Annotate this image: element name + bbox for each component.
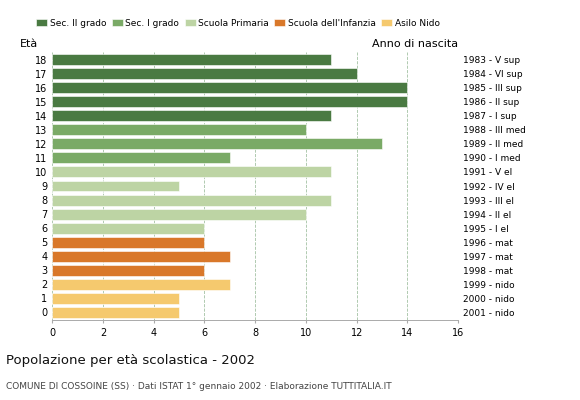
Text: Anno di nascita: Anno di nascita [372,39,458,49]
Bar [52,82,407,93]
Bar [52,237,205,248]
Bar [52,96,407,107]
Legend: Sec. II grado, Sec. I grado, Scuola Primaria, Scuola dell'Infanzia, Asilo Nido: Sec. II grado, Sec. I grado, Scuola Prim… [37,19,440,28]
Bar [52,307,179,318]
Bar [52,68,357,79]
Bar [52,152,230,164]
Bar [52,251,230,262]
Bar [52,279,230,290]
Bar [52,223,205,234]
Text: Età: Età [20,39,38,49]
Bar [52,124,306,135]
Bar [52,138,382,149]
Bar [52,166,331,178]
Bar [52,110,331,121]
Bar [52,265,205,276]
Bar [52,208,306,220]
Bar [52,180,179,192]
Bar [52,54,331,65]
Bar [52,293,179,304]
Bar [52,194,331,206]
Text: COMUNE DI COSSOINE (SS) · Dati ISTAT 1° gennaio 2002 · Elaborazione TUTTITALIA.I: COMUNE DI COSSOINE (SS) · Dati ISTAT 1° … [6,382,392,391]
Text: Popolazione per età scolastica - 2002: Popolazione per età scolastica - 2002 [6,354,255,367]
